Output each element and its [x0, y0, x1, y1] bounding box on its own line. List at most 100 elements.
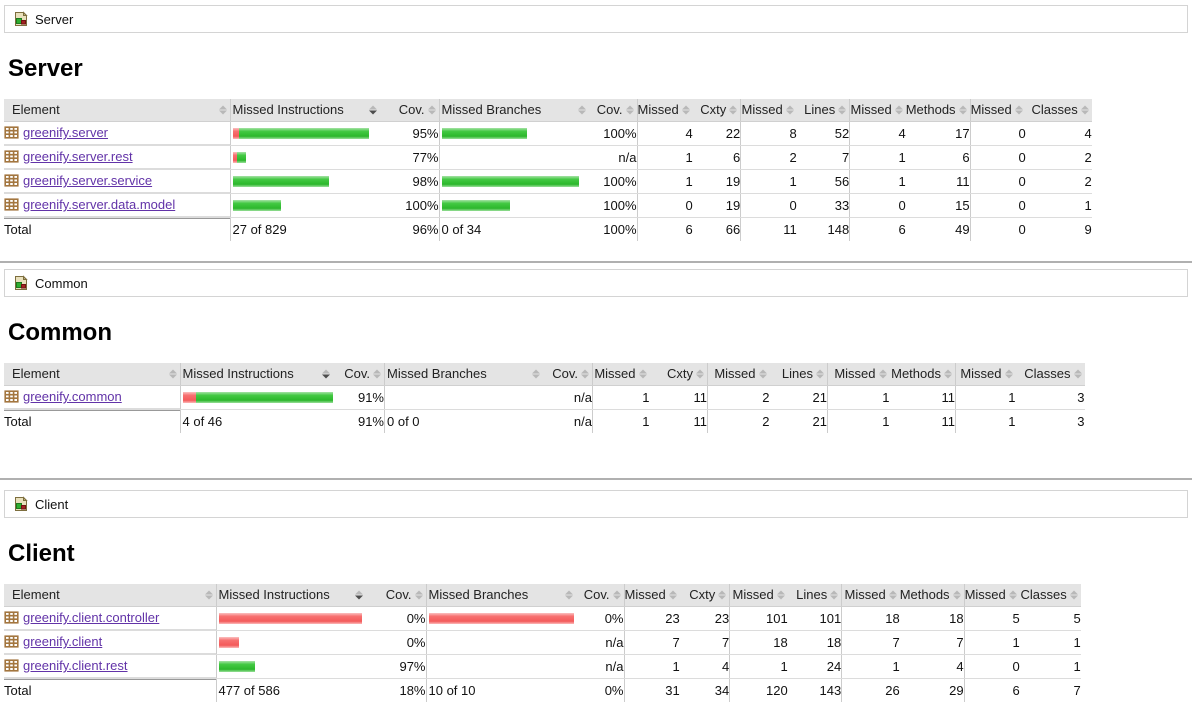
- sort-icon[interactable]: [1074, 370, 1082, 379]
- sort-icon[interactable]: [373, 370, 381, 379]
- sort-icon[interactable]: [532, 370, 540, 379]
- package-link[interactable]: greenify.server: [23, 126, 108, 140]
- sort-icon[interactable]: [786, 106, 794, 115]
- column-header-label: Missed: [625, 587, 666, 602]
- sort-icon[interactable]: [205, 591, 213, 600]
- column-header-element[interactable]: Element: [4, 584, 216, 607]
- column-header-missed-branches[interactable]: Missed Branches: [439, 99, 589, 122]
- sort-icon[interactable]: [830, 591, 838, 600]
- column-header-label: Cov.: [386, 587, 412, 602]
- sort-desc-icon[interactable]: [369, 106, 377, 115]
- sort-icon[interactable]: [1005, 370, 1013, 379]
- column-header-lines[interactable]: Lines: [770, 363, 828, 386]
- package-link[interactable]: greenify.client.controller: [23, 611, 159, 625]
- column-header-cov[interactable]: Cov.: [589, 99, 637, 122]
- column-header-methods[interactable]: Methods: [900, 584, 964, 607]
- sort-icon[interactable]: [879, 370, 887, 379]
- package-link[interactable]: greenify.server.rest: [23, 150, 133, 164]
- package-link[interactable]: greenify.client.rest: [23, 659, 128, 673]
- column-header-label: Cov.: [399, 102, 425, 117]
- sort-icon[interactable]: [415, 591, 423, 600]
- column-header-missed-instructions[interactable]: Missed Instructions: [180, 363, 333, 386]
- sort-icon[interactable]: [581, 370, 589, 379]
- sort-icon[interactable]: [1070, 591, 1078, 600]
- sort-icon[interactable]: [759, 370, 767, 379]
- sort-icon[interactable]: [696, 370, 704, 379]
- sort-icon[interactable]: [895, 106, 903, 115]
- sort-icon[interactable]: [959, 106, 967, 115]
- column-header-missed[interactable]: Missed: [593, 363, 650, 386]
- sort-icon[interactable]: [729, 106, 737, 115]
- section-divider: [0, 478, 1192, 480]
- sort-desc-icon[interactable]: [355, 591, 363, 600]
- column-header-cov[interactable]: Cov.: [380, 99, 439, 122]
- sort-icon[interactable]: [944, 370, 952, 379]
- sort-icon[interactable]: [428, 106, 436, 115]
- sort-icon[interactable]: [1009, 591, 1017, 600]
- column-header-cov[interactable]: Cov.: [543, 363, 593, 386]
- column-header-missed-instructions[interactable]: Missed Instructions: [230, 99, 380, 122]
- column-header-missed[interactable]: Missed: [637, 99, 693, 122]
- sort-icon[interactable]: [578, 106, 586, 115]
- package-link[interactable]: greenify.server.service: [23, 174, 152, 188]
- column-header-missed[interactable]: Missed: [964, 584, 1020, 607]
- column-header-cxty[interactable]: Cxty: [693, 99, 741, 122]
- sort-icon[interactable]: [682, 106, 690, 115]
- column-header-missed[interactable]: Missed: [730, 584, 788, 607]
- sort-icon[interactable]: [169, 370, 177, 379]
- column-header-classes[interactable]: Classes: [1016, 363, 1085, 386]
- column-header-missed[interactable]: Missed: [828, 363, 890, 386]
- sort-icon[interactable]: [613, 591, 621, 600]
- sort-icon[interactable]: [816, 370, 824, 379]
- column-header-missed[interactable]: Missed: [850, 99, 906, 122]
- sort-icon[interactable]: [669, 591, 677, 600]
- column-header-cov[interactable]: Cov.: [576, 584, 624, 607]
- package-link[interactable]: greenify.server.data.model: [23, 198, 175, 212]
- sort-icon[interactable]: [777, 591, 785, 600]
- column-header-lines[interactable]: Lines: [788, 584, 842, 607]
- column-header-label: Cov.: [597, 102, 623, 117]
- sort-icon[interactable]: [1015, 106, 1023, 115]
- column-header-cxty[interactable]: Cxty: [680, 584, 730, 607]
- column-header-missed-branches[interactable]: Missed Branches: [385, 363, 543, 386]
- element-cell: greenify.server: [4, 122, 230, 145]
- instruction-coverage-cell: 77%: [380, 146, 439, 170]
- column-header-classes[interactable]: Classes: [1026, 99, 1092, 122]
- sort-icon[interactable]: [1081, 106, 1089, 115]
- column-header-cxty[interactable]: Cxty: [650, 363, 708, 386]
- element-cell: greenify.client.rest: [4, 655, 216, 678]
- sort-icon[interactable]: [953, 591, 961, 600]
- column-header-methods[interactable]: Methods: [890, 363, 956, 386]
- column-header-methods[interactable]: Methods: [906, 99, 970, 122]
- sort-icon[interactable]: [626, 106, 634, 115]
- package-link[interactable]: greenify.common: [23, 390, 122, 404]
- sort-icon[interactable]: [889, 591, 897, 600]
- column-header-missed[interactable]: Missed: [970, 99, 1026, 122]
- package-link[interactable]: greenify.client: [23, 635, 102, 649]
- column-header-missed-instructions[interactable]: Missed Instructions: [216, 584, 366, 607]
- column-header-missed[interactable]: Missed: [741, 99, 797, 122]
- column-header-missed[interactable]: Missed: [708, 363, 770, 386]
- sort-icon[interactable]: [639, 370, 647, 379]
- sort-icon[interactable]: [565, 591, 573, 600]
- coverage-bar-cell: [216, 631, 366, 655]
- column-header-lines[interactable]: Lines: [797, 99, 850, 122]
- column-header-missed[interactable]: Missed: [624, 584, 680, 607]
- column-header-missed[interactable]: Missed: [842, 584, 900, 607]
- sort-icon[interactable]: [838, 106, 846, 115]
- column-header-missed[interactable]: Missed: [956, 363, 1016, 386]
- sort-desc-icon[interactable]: [322, 370, 330, 379]
- counter-cell: 0: [741, 194, 797, 218]
- sort-icon[interactable]: [219, 106, 227, 115]
- column-header-missed-branches[interactable]: Missed Branches: [426, 584, 576, 607]
- column-header-cov[interactable]: Cov.: [366, 584, 426, 607]
- column-header-classes[interactable]: Classes: [1020, 584, 1081, 607]
- counter-cell: 18: [842, 607, 900, 631]
- coverage-bar-cell: [216, 655, 366, 679]
- column-header-element[interactable]: Element: [4, 99, 230, 122]
- column-header-element[interactable]: Element: [4, 363, 180, 386]
- counter-cell: 23: [680, 607, 730, 631]
- column-header-cov[interactable]: Cov.: [333, 363, 385, 386]
- sort-icon[interactable]: [718, 591, 726, 600]
- column-header-label: Missed: [594, 366, 635, 381]
